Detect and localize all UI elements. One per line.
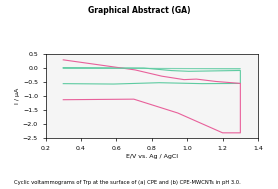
X-axis label: E/V vs. Ag / AgCl: E/V vs. Ag / AgCl [126, 154, 178, 159]
Text: Cyclic voltammograms of Trp at the surface of (a) CPE and (b) CPE-MWCNTs in pH 3: Cyclic voltammograms of Trp at the surfa… [14, 180, 241, 185]
Y-axis label: I / μA: I / μA [15, 88, 20, 105]
Text: Graphical Abstract (GA): Graphical Abstract (GA) [88, 6, 190, 15]
